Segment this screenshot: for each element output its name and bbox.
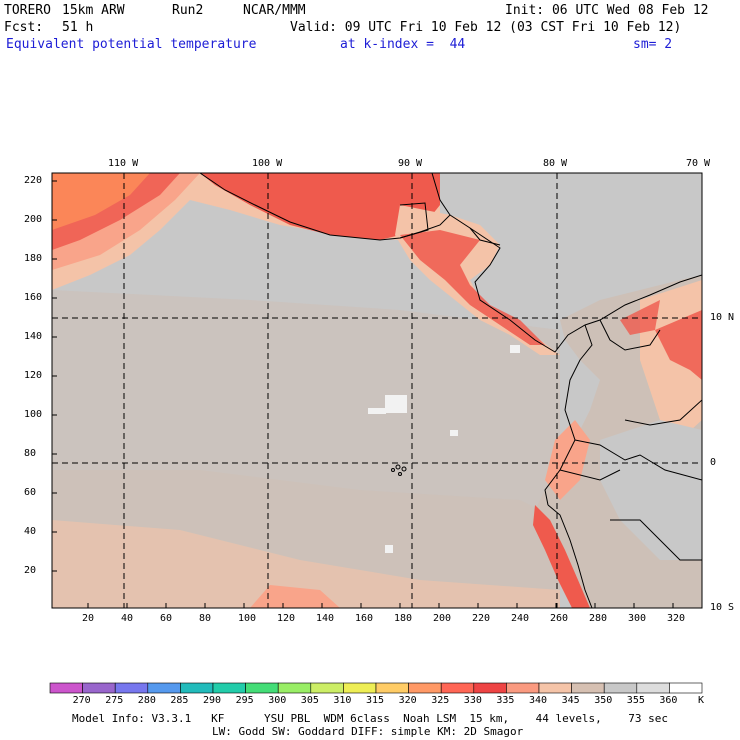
y-tick-label: 20 xyxy=(24,565,37,576)
x-tick-label: 200 xyxy=(433,613,452,624)
field-name: Equivalent potential temperature xyxy=(6,37,257,52)
smoothing-info: sm= 2 xyxy=(633,37,673,52)
colorbar-swatch xyxy=(49,682,83,694)
lon-label: 100 W xyxy=(252,158,283,169)
colorbar-level-label: 315 xyxy=(366,695,385,706)
colorbar-level-label: 275 xyxy=(105,695,124,706)
y-tick-label: 40 xyxy=(24,526,37,537)
colorbar-swatch xyxy=(82,682,116,694)
lon-label: 90 W xyxy=(398,158,423,169)
colorbar-swatch xyxy=(277,682,312,694)
lat-label: 10 S xyxy=(710,602,735,613)
x-tick-label: 120 xyxy=(277,613,296,624)
colorbar-swatch xyxy=(408,682,442,694)
y-tick-label: 60 xyxy=(24,487,37,498)
x-tick-label: 80 xyxy=(199,613,212,624)
colorbar-swatch xyxy=(114,682,149,694)
x-tick-label: 100 xyxy=(238,613,257,624)
colorbar-swatch xyxy=(538,682,572,694)
colorbar-swatch xyxy=(212,682,246,694)
y-tick-label: 120 xyxy=(24,370,43,381)
colorbar-swatch xyxy=(375,682,409,694)
colorbar-swatch xyxy=(603,682,638,694)
map-frame xyxy=(51,172,703,609)
colorbar-swatch xyxy=(571,682,605,694)
colorbar-swatch xyxy=(147,682,181,694)
model-resolution: 15km ARW xyxy=(62,3,125,18)
y-tick-label: 180 xyxy=(24,253,43,264)
colorbar xyxy=(49,682,703,694)
colorbar-level-label: 325 xyxy=(431,695,450,706)
lat-label: 0 xyxy=(710,457,717,468)
colorbar-level-label: 355 xyxy=(626,695,645,706)
model-name: TORERO xyxy=(4,3,51,18)
x-tick-label: 140 xyxy=(316,613,335,624)
colorbar-swatch xyxy=(669,682,703,694)
y-tick-label: 220 xyxy=(24,175,43,186)
organization: NCAR/MMM xyxy=(243,3,306,18)
x-tick-label: 320 xyxy=(667,613,686,624)
colorbar-level-label: 285 xyxy=(170,695,189,706)
x-tick-label: 20 xyxy=(82,613,95,624)
x-tick-label: 280 xyxy=(589,613,608,624)
lon-label: 70 W xyxy=(686,158,711,169)
forecast-hours: 51 h xyxy=(62,20,94,35)
colorbar-level-label: 290 xyxy=(203,695,222,706)
latlon-grid xyxy=(52,173,702,608)
run-label: Run2 xyxy=(172,3,204,18)
colorbar-level-label: 310 xyxy=(333,695,352,706)
x-tick-label: 160 xyxy=(355,613,374,624)
colorbar-swatch xyxy=(440,682,475,694)
x-tick-label: 220 xyxy=(472,613,491,624)
x-tick-label: 240 xyxy=(511,613,530,624)
lon-label: 110 W xyxy=(108,158,139,169)
y-tick-label: 160 xyxy=(24,292,43,303)
colorbar-swatch xyxy=(310,682,344,694)
colorbar-level-label: 280 xyxy=(137,695,156,706)
colorbar-unit: K xyxy=(698,695,705,706)
colorbar-swatch xyxy=(180,682,214,694)
colorbar-level-label: 320 xyxy=(398,695,417,706)
x-tick-label: 180 xyxy=(394,613,413,624)
y-tick-label: 200 xyxy=(24,214,43,225)
colorbar-swatch xyxy=(343,682,377,694)
x-tick-label: 40 xyxy=(121,613,134,624)
theta-e-field xyxy=(52,173,702,608)
x-tick-label: 260 xyxy=(550,613,569,624)
level-info: at k-index = 44 xyxy=(340,37,466,52)
forecast-label: Fcst: xyxy=(4,20,44,35)
colorbar-swatch xyxy=(636,682,670,694)
y-tick-label: 140 xyxy=(24,331,43,342)
x-tick-label: 60 xyxy=(160,613,173,624)
colorbar-swatch xyxy=(506,682,540,694)
x-tick-label: 300 xyxy=(628,613,647,624)
y-tick-label: 80 xyxy=(24,448,37,459)
colorbar-level-label: 335 xyxy=(496,695,515,706)
lat-label: 10 N xyxy=(710,312,735,323)
colorbar-level-label: 300 xyxy=(268,695,287,706)
colorbar-level-label: 350 xyxy=(594,695,613,706)
init-time: Init: 06 UTC Wed 08 Feb 12 xyxy=(505,3,709,18)
colorbar-level-label: 305 xyxy=(300,695,319,706)
colorbar-swatch xyxy=(245,682,279,694)
colorbar-swatch xyxy=(473,682,507,694)
colorbar-level-label: 345 xyxy=(561,695,580,706)
colorbar-level-label: 340 xyxy=(529,695,548,706)
y-tick-label: 100 xyxy=(24,409,43,420)
colorbar-level-label: 295 xyxy=(235,695,254,706)
lon-label: 80 W xyxy=(543,158,568,169)
colorbar-level-label: 270 xyxy=(72,695,91,706)
colorbar-level-label: 360 xyxy=(659,695,678,706)
valid-time: Valid: 09 UTC Fri 10 Feb 12 (03 CST Fri … xyxy=(290,20,682,35)
colorbar-level-label: 330 xyxy=(463,695,482,706)
model-info: Model Info: V3.3.1 KF YSU PBL WDM 6class… xyxy=(72,712,669,725)
coastlines xyxy=(199,173,702,608)
axis-ticks xyxy=(52,180,674,608)
physics-info: LW: Godd SW: Goddard DIFF: simple KM: 2D… xyxy=(212,725,524,738)
